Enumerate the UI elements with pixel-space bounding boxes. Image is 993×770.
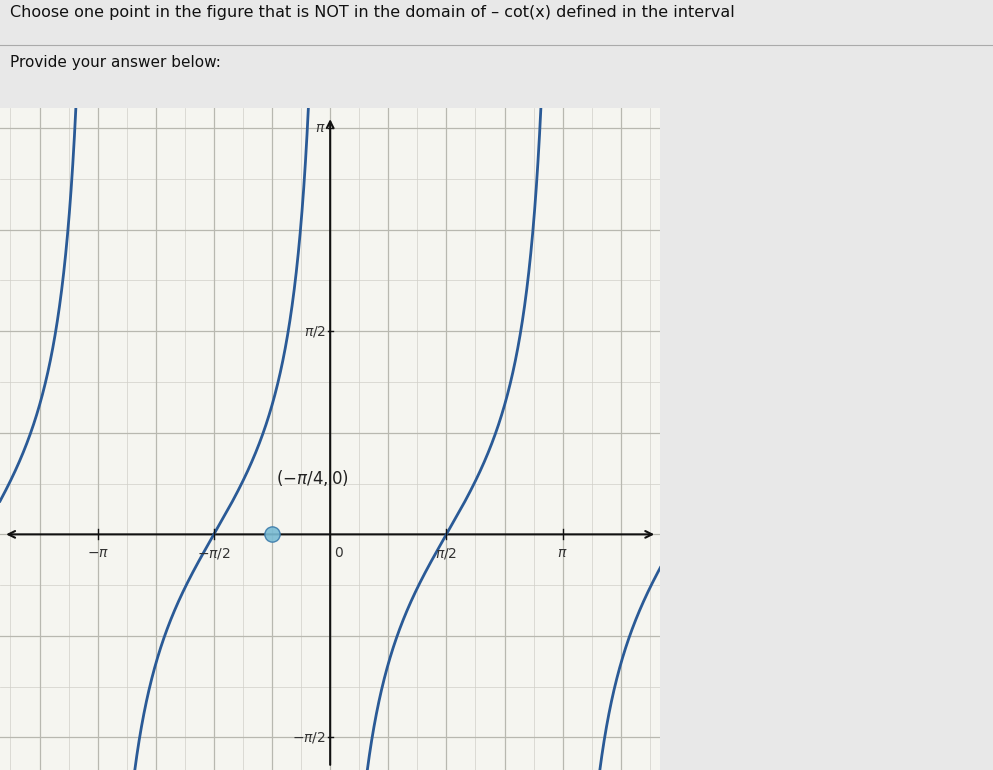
Text: $\pi/2$: $\pi/2$ (304, 323, 326, 339)
Text: $\pi$: $\pi$ (316, 121, 326, 135)
Text: Provide your answer below:: Provide your answer below: (10, 55, 220, 70)
Text: Choose one point in the figure that is NOT in the domain of – cot(x) defined in : Choose one point in the figure that is N… (10, 5, 735, 20)
Text: $\pi/2$: $\pi/2$ (436, 546, 458, 561)
Text: $-\pi/2$: $-\pi/2$ (292, 730, 326, 745)
Text: $(-\pi/4, 0)$: $(-\pi/4, 0)$ (276, 468, 349, 488)
Text: 0: 0 (334, 546, 343, 561)
Text: $-\pi/2$: $-\pi/2$ (198, 546, 230, 561)
Text: $-\pi$: $-\pi$ (86, 546, 109, 561)
Text: $\pi$: $\pi$ (557, 546, 568, 561)
